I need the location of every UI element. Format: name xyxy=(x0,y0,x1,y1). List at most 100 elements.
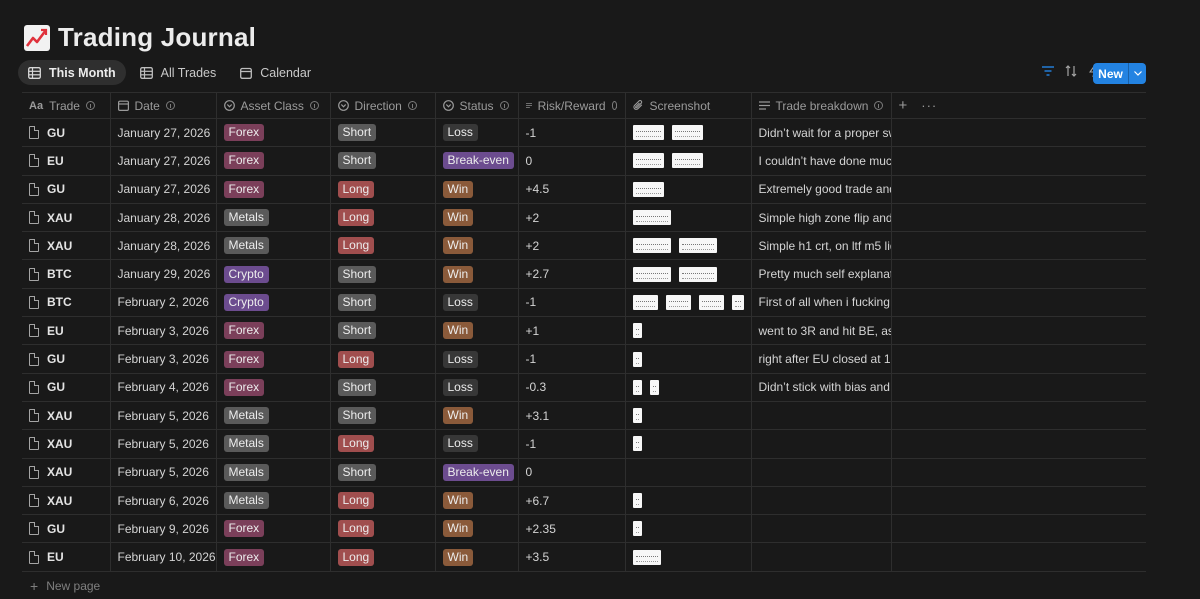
table-row[interactable]: EU January 27, 2026 Forex Short Break-even 0 I… xyxy=(22,146,1146,176)
cell-direction[interactable]: Long xyxy=(330,344,436,374)
cell-screenshot[interactable] xyxy=(625,288,752,318)
column-header-asset-class[interactable]: Asset Class xyxy=(216,92,331,119)
cell-trade-breakdown[interactable] xyxy=(751,429,892,459)
cell-risk-reward[interactable]: -1 xyxy=(518,429,626,459)
asset-tag[interactable]: Metals xyxy=(223,435,269,453)
column-header-risk-reward[interactable]: Risk/Reward xyxy=(518,92,626,119)
screenshot-thumbnail[interactable] xyxy=(632,153,664,169)
table-row[interactable]: XAU February 5, 2026 Metals Short Win +3.1 xyxy=(22,401,1146,431)
screenshot-thumbnail[interactable] xyxy=(632,323,642,339)
cell-trade[interactable]: XAU xyxy=(22,486,111,516)
asset-tag[interactable]: Forex xyxy=(223,180,265,198)
cell-risk-reward[interactable]: +2.35 xyxy=(518,514,626,544)
trade-title[interactable]: GU xyxy=(47,182,65,197)
screenshot-thumbnail[interactable] xyxy=(632,493,642,508)
cell-asset-class[interactable]: Forex xyxy=(216,514,331,544)
asset-tag[interactable]: Metals xyxy=(223,209,269,227)
screenshot-thumbnail[interactable] xyxy=(678,238,717,254)
cell-screenshot[interactable] xyxy=(625,401,752,431)
table-row[interactable]: XAU February 5, 2026 Metals Short Break-even… xyxy=(22,458,1146,487)
cell-trade-breakdown[interactable] xyxy=(751,458,892,487)
direction-tag[interactable]: Long xyxy=(337,520,375,538)
cell-asset-class[interactable]: Metals xyxy=(216,231,331,261)
column-header-trade[interactable]: Aa Trade xyxy=(22,92,111,119)
direction-tag[interactable]: Long xyxy=(337,492,375,509)
cell-direction[interactable]: Short xyxy=(330,316,436,346)
screenshot-thumbnail[interactable] xyxy=(671,153,703,169)
asset-tag[interactable]: Forex xyxy=(223,124,265,142)
cell-risk-reward[interactable]: +6.7 xyxy=(518,486,626,516)
cell-status[interactable]: Win xyxy=(435,203,519,233)
cell-status[interactable]: Win xyxy=(435,175,519,204)
asset-tag[interactable]: Metals xyxy=(223,463,269,481)
screenshot-thumbnail[interactable] xyxy=(632,549,661,565)
cell-direction[interactable]: Long xyxy=(330,429,436,459)
direction-tag[interactable]: Short xyxy=(337,265,377,283)
cell-asset-class[interactable]: Crypto xyxy=(216,288,331,318)
asset-tag[interactable]: Metals xyxy=(223,407,269,425)
trade-title[interactable]: XAU xyxy=(47,210,73,225)
screenshot-thumbnail[interactable] xyxy=(632,266,671,282)
cell-direction[interactable]: Long xyxy=(330,514,436,544)
trade-title[interactable]: XAU xyxy=(47,408,73,423)
table-row[interactable]: BTC February 2, 2026 Crypto Short Loss -1 Firs… xyxy=(22,288,1146,318)
screenshot-thumbnail[interactable] xyxy=(632,521,642,537)
trade-title[interactable]: XAU xyxy=(47,465,73,480)
trade-title[interactable]: EU xyxy=(47,153,64,168)
cell-status[interactable]: Break-even xyxy=(435,458,519,487)
cell-asset-class[interactable]: Forex xyxy=(216,175,331,204)
cell-date[interactable]: February 5, 2026 xyxy=(110,458,217,487)
more-icon[interactable]: ··· xyxy=(921,98,938,113)
asset-tag[interactable]: Forex xyxy=(223,520,265,538)
cell-screenshot[interactable] xyxy=(625,429,752,459)
cell-trade-breakdown[interactable] xyxy=(751,486,892,516)
cell-status[interactable]: Win xyxy=(435,401,519,431)
cell-status[interactable]: Break-even xyxy=(435,146,519,176)
cell-screenshot[interactable] xyxy=(625,344,752,374)
sort-icon[interactable] xyxy=(1064,64,1077,77)
cell-status[interactable]: Loss xyxy=(435,429,519,459)
status-tag[interactable]: Loss xyxy=(442,293,478,311)
asset-tag[interactable]: Forex xyxy=(223,548,265,566)
cell-status[interactable]: Win xyxy=(435,486,519,516)
cell-screenshot[interactable] xyxy=(625,486,752,516)
cell-status[interactable]: Win xyxy=(435,542,519,572)
table-row[interactable]: XAU January 28, 2026 Metals Long Win +2 Simple… xyxy=(22,231,1146,261)
screenshot-thumbnail[interactable] xyxy=(671,125,703,141)
column-header-status[interactable]: Status xyxy=(435,92,519,119)
cell-risk-reward[interactable]: +3.5 xyxy=(518,542,626,572)
status-tag[interactable]: Win xyxy=(442,548,474,566)
cell-asset-class[interactable]: Forex xyxy=(216,344,331,374)
new-button[interactable]: New xyxy=(1093,63,1146,84)
cell-trade-breakdown[interactable] xyxy=(751,401,892,431)
cell-trade-breakdown[interactable]: First of all when i fucking kne xyxy=(751,288,892,318)
cell-trade[interactable]: XAU xyxy=(22,231,111,261)
screenshot-thumbnail[interactable] xyxy=(632,210,671,226)
cell-status[interactable]: Loss xyxy=(435,118,519,148)
cell-trade[interactable]: GU xyxy=(22,344,111,374)
cell-trade-breakdown[interactable]: went to 3R and hit BE, as thos xyxy=(751,316,892,346)
filter-icon[interactable] xyxy=(1041,64,1054,77)
cell-asset-class[interactable]: Metals xyxy=(216,486,331,516)
cell-trade-breakdown[interactable] xyxy=(751,542,892,572)
cell-screenshot[interactable] xyxy=(625,146,752,176)
cell-trade-breakdown[interactable]: Extremely good trade and tha xyxy=(751,175,892,204)
asset-tag[interactable]: Metals xyxy=(223,237,269,255)
trade-title[interactable]: XAU xyxy=(47,238,73,253)
cell-screenshot[interactable] xyxy=(625,316,752,346)
cell-trade[interactable]: BTC xyxy=(22,259,111,289)
status-tag[interactable]: Loss xyxy=(442,124,478,142)
cell-direction[interactable]: Short xyxy=(330,373,436,402)
tab-all-trades[interactable]: All Trades xyxy=(130,60,227,85)
table-row[interactable]: XAU January 28, 2026 Metals Long Win +2 Simple… xyxy=(22,203,1146,233)
cell-asset-class[interactable]: Metals xyxy=(216,458,331,487)
cell-risk-reward[interactable]: 0 xyxy=(518,458,626,487)
cell-risk-reward[interactable]: -0.3 xyxy=(518,373,626,402)
direction-tag[interactable]: Short xyxy=(337,152,377,170)
cell-date[interactable]: February 4, 2026 xyxy=(110,373,217,402)
status-tag[interactable]: Loss xyxy=(442,350,478,368)
cell-date[interactable]: February 3, 2026 xyxy=(110,344,217,374)
cell-trade-breakdown[interactable] xyxy=(751,514,892,544)
table-row[interactable]: GU January 27, 2026 Forex Long Win +4.5 Extrem… xyxy=(22,175,1146,204)
cell-trade-breakdown[interactable]: right after EU closed at 1R, i i xyxy=(751,344,892,374)
